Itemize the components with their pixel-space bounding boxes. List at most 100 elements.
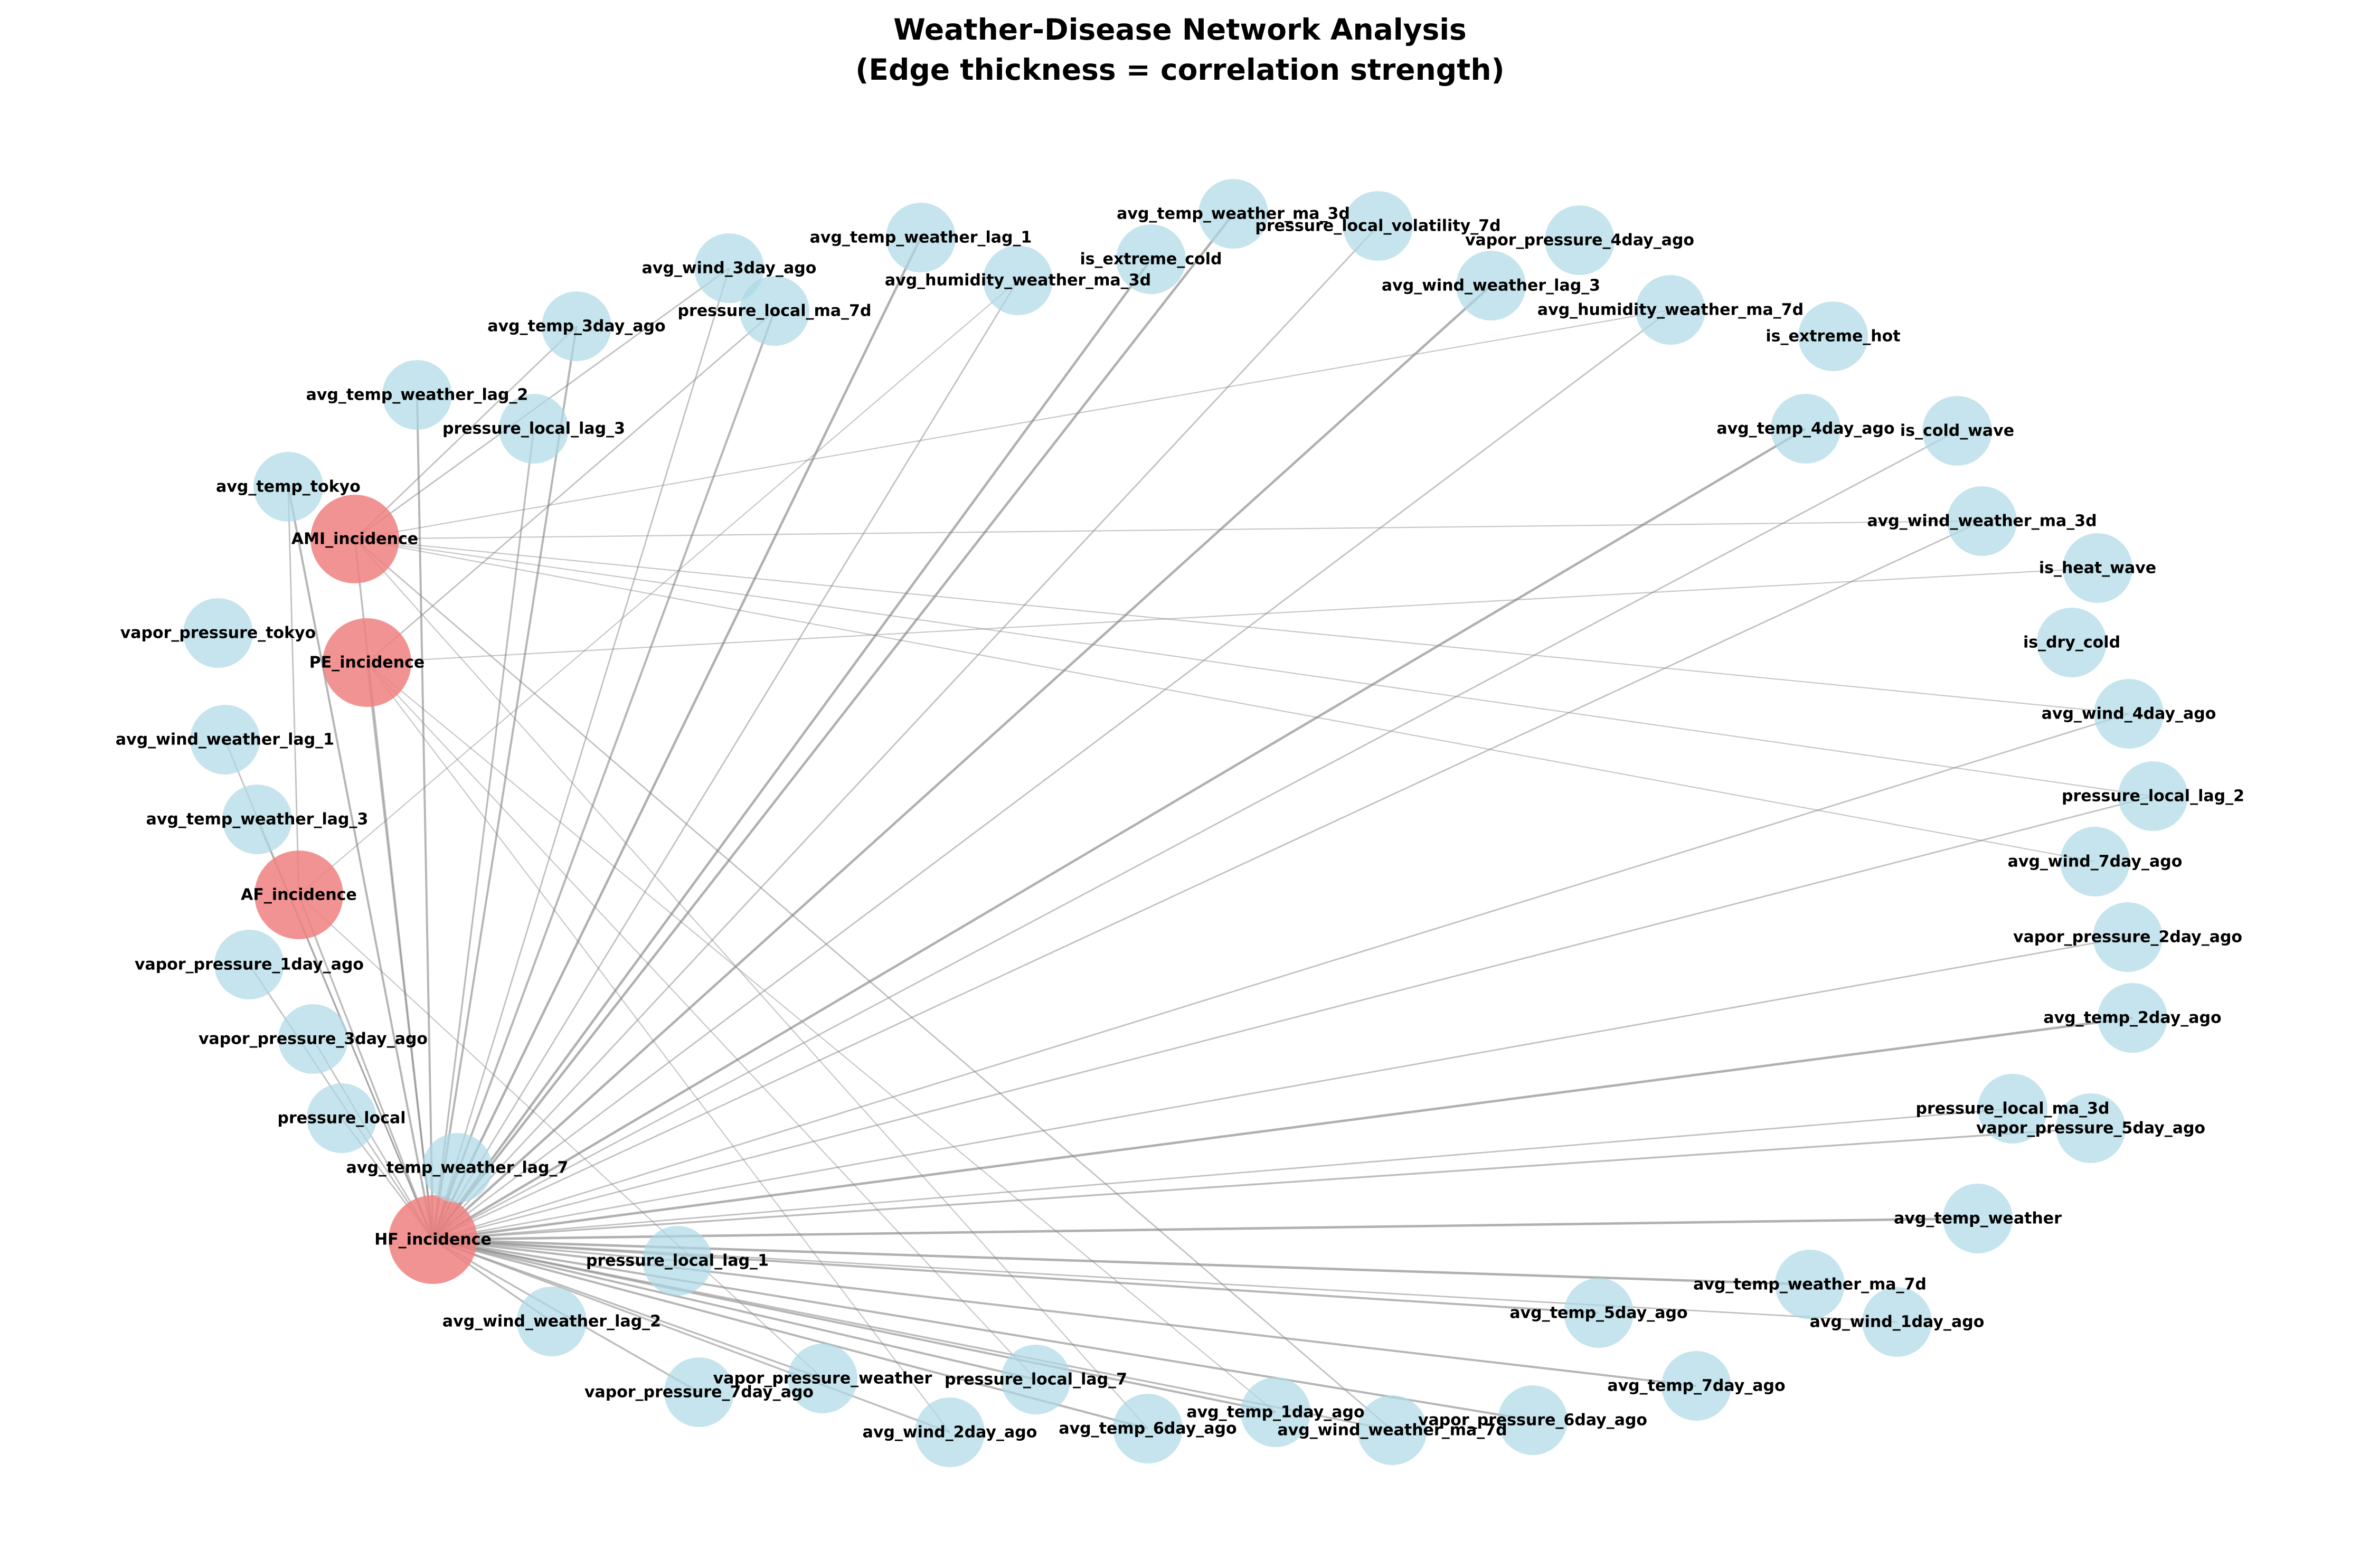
node-avg_wind_weather_ma_3d <box>1947 486 2017 556</box>
edge-PE_incidence-avg_wind_2day_ago <box>366 662 950 1433</box>
edge-HF_incidence-avg_humidity_weather_ma_7d <box>432 309 1671 1241</box>
edge-HF_incidence-avg_temp_tokyo <box>287 486 434 1240</box>
node-label-AF_incidence: AF_incidence <box>241 886 357 904</box>
node-label-avg_wind_weather_ma_7d: avg_wind_weather_ma_7d <box>1277 1421 1507 1440</box>
edge-HF_incidence-pressure_local_ma_3d <box>432 1108 2013 1241</box>
node-label-avg_wind_weather_lag_1: avg_wind_weather_lag_1 <box>116 731 334 749</box>
node-avg_temp_weather_lag_2 <box>382 360 452 430</box>
node-label-avg_temp_weather_lag_1: avg_temp_weather_lag_1 <box>810 229 1032 247</box>
node-label-avg_wind_1day_ago: avg_wind_1day_ago <box>1810 1313 1985 1331</box>
edge-AF_incidence-avg_temp_tokyo <box>287 486 300 895</box>
edge-HF_incidence-avg_temp_3day_ago <box>432 326 578 1240</box>
node-label-avg_temp_2day_ago: avg_temp_2day_ago <box>2043 1009 2221 1027</box>
node-label-AMI_incidence: AMI_incidence <box>291 530 418 549</box>
node-avg_wind_4day_ago <box>2094 679 2164 749</box>
edge-HF_incidence-is_extreme_cold <box>432 258 1152 1241</box>
node-pressure_local_ma_3d <box>1978 1074 2047 1144</box>
node-is_dry_cold <box>2037 608 2107 677</box>
chart-title-line2: (Edge thickness = correlation strength) <box>855 53 1505 87</box>
node-avg_wind_weather_lag_1 <box>190 705 260 774</box>
node-label-avg_wind_3day_ago: avg_wind_3day_ago <box>642 259 817 278</box>
node-avg_temp_4day_ago <box>1771 394 1840 464</box>
edge-HF_incidence-avg_wind_weather_lag_3 <box>432 285 1492 1241</box>
node-avg_humidity_weather_ma_3d <box>983 245 1053 315</box>
edge-layer <box>224 213 2154 1433</box>
edge-HF_incidence-avg_wind_4day_ago <box>432 713 2129 1241</box>
node-label-pressure_local_lag_3: pressure_local_lag_3 <box>442 420 625 438</box>
node-avg_temp_weather <box>1943 1184 2013 1253</box>
node-avg_temp_weather_lag_7 <box>422 1133 492 1203</box>
node-label-vapor_pressure_6day_ago: vapor_pressure_6day_ago <box>1418 1411 1647 1430</box>
node-label-is_heat_wave: is_heat_wave <box>2039 559 2156 578</box>
node-avg_temp_weather_ma_7d <box>1775 1250 1845 1319</box>
edge-PE_incidence-pressure_local_ma_7d <box>366 310 775 664</box>
node-vapor_pressure_1day_ago <box>214 930 284 999</box>
node-label-avg_temp_weather: avg_temp_weather <box>1894 1210 2062 1228</box>
edge-AMI_incidence-avg_humidity_weather_ma_7d <box>354 309 1671 540</box>
node-pressure_local_lag_3 <box>499 394 569 464</box>
node-label-vapor_pressure_2day_ago: vapor_pressure_2day_ago <box>2013 928 2242 947</box>
node-vapor_pressure_6day_ago <box>1498 1385 1568 1455</box>
node-vapor_pressure_4day_ago <box>1545 205 1615 275</box>
edge-HF_incidence-avg_temp_weather_lag_1 <box>431 237 922 1241</box>
node-layer <box>183 179 2188 1467</box>
node-avg_temp_7day_ago <box>1662 1351 1731 1421</box>
node-label-avg_temp_tokyo: avg_temp_tokyo <box>216 478 361 496</box>
edge-HF_incidence-pressure_local_lag_3 <box>432 428 535 1240</box>
edge-HF_incidence-pressure_local_volatility_7d <box>432 225 1379 1240</box>
node-label-avg_temp_weather_lag_3: avg_temp_weather_lag_3 <box>146 810 369 829</box>
node-label-avg_wind_2day_ago: avg_wind_2day_ago <box>863 1423 1037 1442</box>
node-label-avg_humidity_weather_ma_3d: avg_humidity_weather_ma_3d <box>885 271 1151 290</box>
node-label-vapor_pressure_tokyo: vapor_pressure_tokyo <box>120 624 316 643</box>
node-pressure_local_lag_1 <box>643 1226 712 1296</box>
node-pressure_local_volatility_7d <box>1343 191 1413 261</box>
node-pressure_local_lag_7 <box>1001 1345 1071 1414</box>
node-label-PE_incidence: PE_incidence <box>309 654 425 672</box>
node-HF_incidence <box>389 1195 477 1284</box>
edge-PE_incidence-avg_temp_1day_ago <box>366 662 1276 1413</box>
edge-HF_incidence-vapor_pressure_5day_ago <box>432 1127 2091 1241</box>
node-label-avg_wind_4day_ago: avg_wind_4day_ago <box>2042 705 2216 723</box>
node-label-avg_wind_weather_ma_3d: avg_wind_weather_ma_3d <box>1867 512 2097 531</box>
node-label-avg_temp_weather_ma_3d: avg_temp_weather_ma_3d <box>1117 205 1350 223</box>
node-vapor_pressure_7day_ago <box>664 1357 734 1427</box>
node-is_heat_wave <box>2063 533 2132 603</box>
node-label-avg_temp_weather_lag_2: avg_temp_weather_lag_2 <box>306 386 528 404</box>
node-label-vapor_pressure_weather: vapor_pressure_weather <box>713 1369 932 1388</box>
node-label-pressure_local_ma_7d: pressure_local_ma_7d <box>678 302 872 320</box>
node-label-vapor_pressure_1day_ago: vapor_pressure_1day_ago <box>135 956 364 974</box>
edge-HF_incidence-AF_incidence <box>298 894 434 1240</box>
node-AF_incidence <box>254 851 343 939</box>
node-label-avg_temp_3day_ago: avg_temp_3day_ago <box>487 317 665 336</box>
edge-AF_incidence-avg_humidity_weather_ma_3d <box>298 280 1018 895</box>
label-layer: AMI_incidence PE_incidence AF_incidence HF_… <box>116 205 2244 1442</box>
node-label-pressure_local_lag_7: pressure_local_lag_7 <box>945 1371 1127 1389</box>
node-avg_wind_7day_ago <box>2060 827 2130 896</box>
node-label-pressure_local_lag_1: pressure_local_lag_1 <box>586 1252 769 1270</box>
node-PE_incidence <box>323 618 411 707</box>
node-avg_temp_weather_lag_1 <box>886 203 956 272</box>
edge-AMI_incidence-avg_temp_3day_ago <box>354 325 577 540</box>
node-label-avg_temp_7day_ago: avg_temp_7day_ago <box>1607 1377 1785 1395</box>
edge-AF_incidence-vapor_pressure_weather <box>298 894 823 1379</box>
edge-PE_incidence-pressure_local_lag_7 <box>366 662 1036 1380</box>
edge-HF_incidence-vapor_pressure_2day_ago <box>432 936 2128 1241</box>
edge-HF_incidence-vapor_pressure_weather <box>432 1239 823 1380</box>
node-avg_temp_weather_ma_3d <box>1198 179 1268 249</box>
node-avg_temp_3day_ago <box>542 291 611 361</box>
node-label-avg_wind_weather_lag_2: avg_wind_weather_lag_2 <box>442 1312 661 1331</box>
node-label-vapor_pressure_5day_ago: vapor_pressure_5day_ago <box>1976 1119 2205 1138</box>
edge-HF_incidence-pressure_local_lag_7 <box>432 1239 1036 1381</box>
node-label-avg_wind_7day_ago: avg_wind_7day_ago <box>2008 853 2183 871</box>
edge-AMI_incidence-avg_wind_weather_ma_3d <box>354 520 1983 540</box>
node-avg_wind_3day_ago <box>694 233 764 303</box>
node-label-is_extreme_cold: is_extreme_cold <box>1080 250 1222 269</box>
node-avg_temp_6day_ago <box>1113 1394 1183 1463</box>
edge-HF_incidence-avg_temp_1day_ago <box>432 1239 1276 1413</box>
edge-HF_incidence-avg_wind_2day_ago <box>432 1239 950 1433</box>
node-label-avg_wind_weather_lag_3: avg_wind_weather_lag_3 <box>1382 277 1600 295</box>
chart-title: Weather-Disease Network Analysis (Edge t… <box>0 10 2360 90</box>
node-avg_humidity_weather_ma_7d <box>1636 275 1705 345</box>
node-vapor_pressure_tokyo <box>183 598 253 668</box>
node-pressure_local_ma_7d <box>740 276 809 346</box>
